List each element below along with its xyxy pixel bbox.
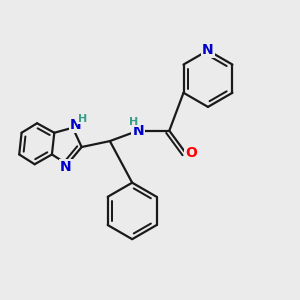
Text: N: N [60,160,72,174]
Text: H: H [78,114,87,124]
Text: O: O [185,146,197,160]
Text: N: N [70,118,82,132]
Text: N: N [132,124,144,138]
Text: N: N [202,44,214,57]
Text: H: H [129,117,138,127]
